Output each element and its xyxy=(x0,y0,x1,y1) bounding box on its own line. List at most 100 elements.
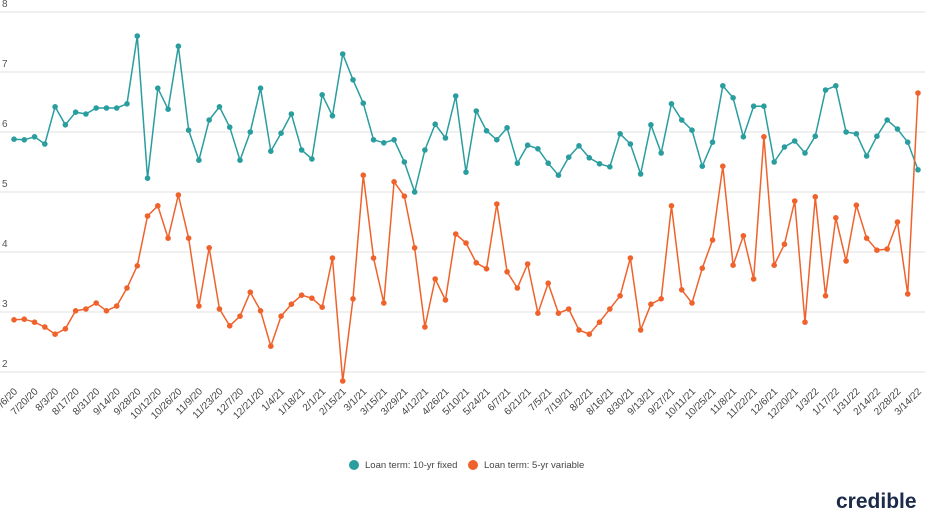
point xyxy=(565,306,572,312)
point xyxy=(103,105,110,111)
point xyxy=(124,101,130,107)
point xyxy=(452,93,459,99)
point xyxy=(894,219,901,225)
point xyxy=(607,164,613,170)
point xyxy=(21,316,28,323)
point xyxy=(596,319,603,326)
point xyxy=(175,43,182,49)
point xyxy=(257,85,264,91)
point xyxy=(637,327,644,333)
point xyxy=(535,146,541,152)
point xyxy=(401,159,408,165)
point xyxy=(62,122,69,128)
point xyxy=(339,51,346,57)
point xyxy=(11,136,17,142)
point xyxy=(637,171,644,177)
point xyxy=(350,77,356,83)
point xyxy=(535,310,541,317)
point xyxy=(822,87,829,93)
point xyxy=(206,245,212,251)
y-tick-label: 7 xyxy=(2,59,8,70)
point xyxy=(689,127,695,133)
point xyxy=(791,138,798,144)
point xyxy=(432,276,438,282)
point xyxy=(884,117,890,123)
point xyxy=(791,198,798,204)
point xyxy=(381,140,387,146)
point xyxy=(555,172,562,178)
point xyxy=(648,301,654,308)
point xyxy=(863,235,870,241)
point xyxy=(144,213,151,219)
point xyxy=(391,179,397,185)
legend-label: Loan term: 10-yr fixed xyxy=(365,460,457,471)
point xyxy=(442,135,449,141)
point xyxy=(915,167,921,173)
point xyxy=(360,100,367,106)
point xyxy=(391,137,397,143)
point xyxy=(206,117,212,123)
point xyxy=(196,157,202,163)
y-tick-label: 4 xyxy=(2,239,8,250)
y-tick-label: 8 xyxy=(2,0,8,10)
point xyxy=(483,266,490,272)
point xyxy=(339,378,346,384)
point xyxy=(627,255,634,261)
point xyxy=(216,306,223,312)
point xyxy=(524,261,531,267)
point xyxy=(360,172,367,178)
point xyxy=(740,233,747,239)
point xyxy=(432,121,438,127)
point xyxy=(833,215,839,221)
point xyxy=(52,104,58,110)
point xyxy=(329,113,336,119)
point xyxy=(309,156,315,162)
legend-marker xyxy=(349,460,359,470)
point xyxy=(52,331,58,338)
point xyxy=(822,293,829,299)
point xyxy=(442,297,449,303)
point xyxy=(843,129,849,135)
point xyxy=(863,153,870,159)
point xyxy=(370,137,377,143)
point xyxy=(155,85,161,91)
point xyxy=(93,300,99,306)
point xyxy=(124,285,130,291)
point xyxy=(247,289,254,296)
point xyxy=(42,324,48,330)
point xyxy=(185,235,192,241)
y-tick-label: 2 xyxy=(2,359,8,370)
point xyxy=(894,126,901,132)
point xyxy=(576,327,582,333)
point xyxy=(247,129,254,135)
point xyxy=(401,193,408,199)
point xyxy=(545,280,551,287)
point xyxy=(514,160,521,166)
point xyxy=(781,144,788,150)
point xyxy=(833,83,839,89)
point xyxy=(596,161,603,167)
point xyxy=(113,303,120,309)
point xyxy=(155,203,161,209)
point xyxy=(648,122,654,128)
point xyxy=(103,308,110,314)
point xyxy=(617,131,623,137)
point xyxy=(504,269,510,275)
legend-label: Loan term: 5-yr variable xyxy=(484,460,584,471)
point xyxy=(586,155,593,161)
logo: credible xyxy=(836,490,917,513)
point xyxy=(83,111,89,117)
point xyxy=(678,117,685,123)
point xyxy=(504,125,510,131)
point xyxy=(668,203,675,209)
point xyxy=(915,90,921,96)
point xyxy=(165,106,171,112)
point xyxy=(473,260,480,266)
point xyxy=(329,255,336,261)
point xyxy=(802,319,808,326)
point xyxy=(843,258,849,264)
point xyxy=(514,285,521,291)
y-tick-label: 6 xyxy=(2,119,8,130)
point xyxy=(473,108,480,114)
point xyxy=(730,95,736,101)
